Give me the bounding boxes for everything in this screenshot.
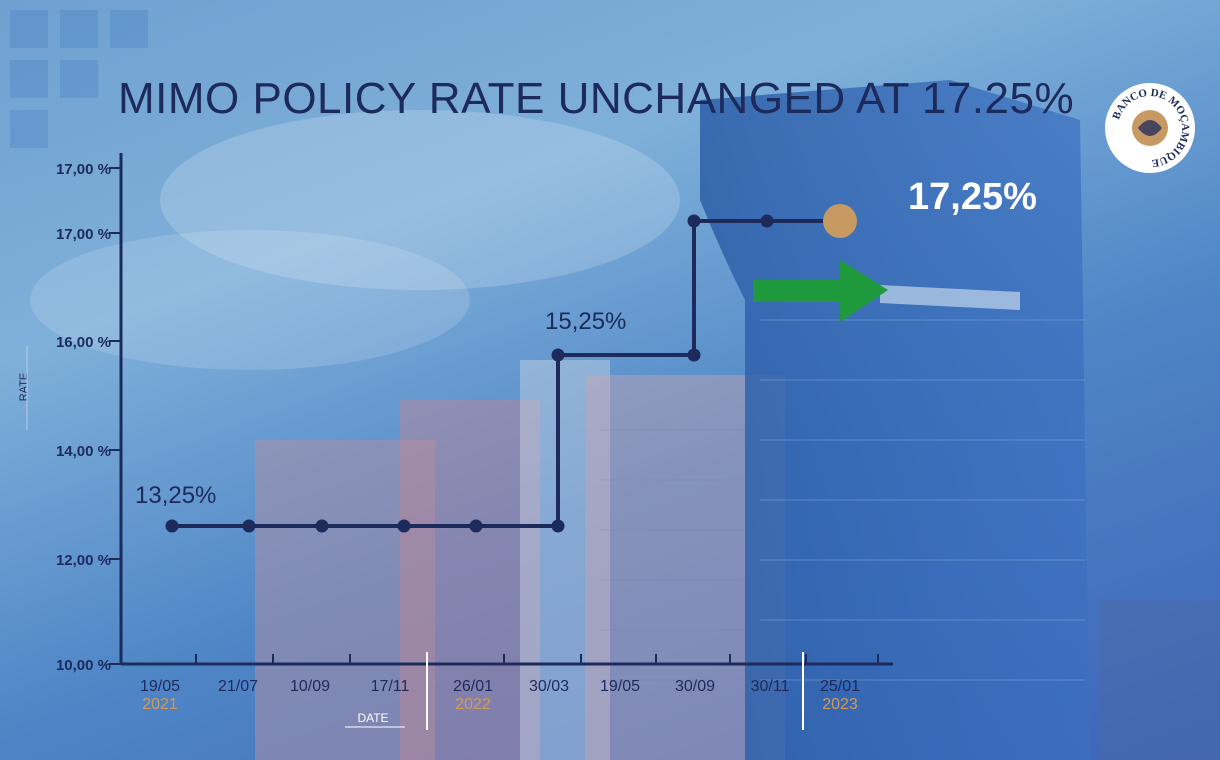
x-tick-label: 30/03 bbox=[529, 678, 569, 695]
green-arrow-icon bbox=[753, 260, 888, 322]
data-point bbox=[469, 519, 483, 533]
x-tick-label: 17/11 bbox=[371, 678, 410, 695]
y-tick-label: 17,00 % bbox=[56, 226, 111, 243]
y-tick-label: 12,00 % bbox=[56, 552, 111, 569]
x-axis-label: DATE bbox=[357, 711, 388, 725]
x-tick-label: 30/09 bbox=[675, 678, 715, 695]
data-point bbox=[687, 348, 701, 362]
y-tick-label: 16,00 % bbox=[56, 334, 111, 351]
x-tick-label: 19/05 bbox=[600, 678, 640, 695]
y-tick-label: 14,00 % bbox=[56, 443, 111, 460]
x-tick-label: 26/01 bbox=[453, 678, 493, 695]
final-point-marker bbox=[823, 204, 857, 238]
data-point bbox=[551, 348, 565, 362]
x-tick-label: 25/01 bbox=[820, 678, 860, 695]
page-title: MIMO POLICY RATE UNCHANGED AT 17.25% bbox=[118, 74, 1075, 123]
x-tick-label: 21/07 bbox=[218, 678, 258, 695]
series-line bbox=[172, 219, 840, 528]
y-tick-label: 10,00 % bbox=[56, 657, 111, 674]
data-point bbox=[315, 519, 329, 533]
x-tick-label: 30/11 bbox=[751, 678, 790, 695]
year-label: 2022 bbox=[455, 696, 491, 713]
data-point bbox=[687, 214, 701, 228]
highlight-value: 17,25% bbox=[908, 176, 1037, 218]
y-tick-label: 17,00 % bbox=[56, 161, 111, 178]
data-point bbox=[551, 519, 565, 533]
x-tick-label: 10/09 bbox=[290, 678, 330, 695]
data-label: 13,25% bbox=[135, 482, 216, 509]
year-label: 2023 bbox=[822, 696, 858, 713]
x-tick-label: 19/05 bbox=[140, 678, 180, 695]
data-point bbox=[242, 519, 256, 533]
data-point bbox=[397, 519, 411, 533]
data-point bbox=[760, 214, 774, 228]
data-label: 15,25% bbox=[545, 308, 626, 335]
y-axis-label: RATE bbox=[18, 373, 30, 402]
banco-de-mocambique-logo: BANCO DE MOÇAMBIQUE bbox=[1105, 83, 1195, 173]
year-label: 2021 bbox=[142, 696, 178, 713]
data-point bbox=[165, 519, 179, 533]
